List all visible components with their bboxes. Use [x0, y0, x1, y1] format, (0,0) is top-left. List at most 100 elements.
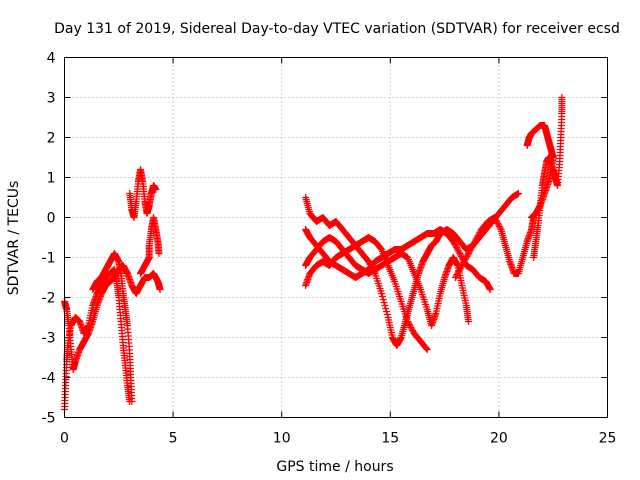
- series-t9: [302, 234, 472, 329]
- data-point-marker: [405, 321, 413, 328]
- data-point-marker: [473, 233, 481, 241]
- data-point-marker: [459, 260, 467, 268]
- data-point-marker: [383, 311, 391, 318]
- plot-frame: [64, 57, 608, 418]
- data-point-marker: [365, 258, 373, 265]
- data-point-marker: [155, 250, 163, 257]
- data-point-marker: [514, 190, 522, 197]
- data-point-marker: [464, 251, 472, 259]
- data-point-marker: [377, 245, 385, 252]
- data-point-marker: [464, 250, 472, 257]
- data-point-marker: [452, 272, 460, 280]
- y-tick-label: 1: [47, 171, 56, 187]
- data-point-marker: [492, 217, 500, 224]
- x-tick-label: 25: [599, 431, 617, 447]
- data-point-marker: [494, 220, 502, 227]
- y-tick-label: -1: [42, 251, 56, 267]
- data-point-marker: [473, 235, 481, 242]
- data-point-marker: [407, 324, 415, 331]
- data-point-marker: [467, 245, 475, 253]
- data-point-marker: [382, 308, 390, 315]
- data-point-marker: [491, 215, 499, 223]
- data-point-marker: [468, 244, 476, 251]
- data-point-marker: [558, 94, 566, 101]
- data-point-marker: [378, 290, 386, 297]
- x-tick-label: 10: [273, 431, 291, 447]
- y-tick-label: 3: [47, 91, 56, 107]
- series-t12: [523, 122, 557, 221]
- y-tick-label: -4: [42, 371, 56, 387]
- data-point-marker: [404, 319, 412, 327]
- data-point-marker: [456, 265, 464, 272]
- data-point-marker: [457, 263, 465, 271]
- y-tick-label: 4: [47, 51, 56, 67]
- data-point-marker: [451, 274, 459, 281]
- data-point-marker: [452, 242, 460, 250]
- data-point-marker: [493, 218, 501, 226]
- data-point-marker: [456, 266, 464, 274]
- data-point-marker: [456, 250, 464, 257]
- x-tick-label: 0: [60, 431, 69, 447]
- data-point-marker: [409, 327, 417, 334]
- data-point-marker: [455, 248, 463, 256]
- x-tick-label: 5: [169, 431, 178, 447]
- data-point-marker: [460, 257, 468, 265]
- data-point-marker: [378, 293, 386, 300]
- data-point-marker: [464, 318, 472, 325]
- data-point-marker: [458, 262, 466, 269]
- data-point-marker: [449, 238, 457, 245]
- data-point-marker: [461, 256, 469, 263]
- data-point-marker: [128, 398, 136, 405]
- data-point-marker: [460, 259, 468, 266]
- data-point-marker: [527, 214, 535, 221]
- data-point-marker: [152, 186, 160, 193]
- data-point-marker: [471, 238, 479, 245]
- data-point-marker: [404, 318, 412, 325]
- series-t3: [89, 250, 136, 405]
- data-point-marker: [463, 253, 471, 260]
- data-point-marker: [422, 345, 430, 352]
- data-point-marker: [408, 325, 416, 333]
- grid: [64, 57, 608, 418]
- data-point-marker: [470, 239, 478, 247]
- series-t7: [302, 226, 494, 293]
- y-axis-label: SDTVAR / TECUs: [6, 181, 22, 296]
- series-t8: [302, 234, 431, 353]
- data-point-marker: [423, 346, 431, 353]
- x-tick-label: 20: [490, 431, 508, 447]
- y-tick-label: -3: [42, 331, 56, 347]
- data-point-marker: [454, 269, 462, 277]
- data-point-marker: [379, 296, 387, 303]
- data-point-marker: [474, 232, 482, 239]
- data-point-marker: [465, 248, 473, 256]
- data-point-marker: [454, 247, 462, 254]
- data-point-marker: [453, 245, 461, 253]
- data-point-marker: [453, 271, 461, 278]
- series-t4: [126, 166, 160, 221]
- data-point-marker: [156, 286, 164, 293]
- data-points: [61, 94, 566, 413]
- data-point-marker: [466, 247, 474, 254]
- series-t5: [137, 214, 163, 277]
- data-point-marker: [457, 251, 465, 259]
- data-point-marker: [495, 221, 503, 229]
- y-tick-label: 0: [47, 211, 56, 227]
- data-point-marker: [469, 242, 477, 250]
- data-point-marker: [462, 254, 470, 262]
- data-point-marker: [453, 244, 461, 251]
- data-point-marker: [495, 223, 503, 230]
- x-axis-label: GPS time / hours: [276, 459, 393, 475]
- data-point-marker: [381, 302, 389, 309]
- data-point-marker: [476, 229, 484, 236]
- data-point-marker: [491, 214, 499, 221]
- data-point-marker: [472, 236, 480, 244]
- chart-title: Day 131 of 2019, Sidereal Day-to-day VTE…: [54, 21, 620, 37]
- data-point-marker: [382, 305, 390, 312]
- data-point-marker: [469, 241, 477, 248]
- data-point-marker: [486, 286, 494, 293]
- data-point-marker: [450, 239, 458, 247]
- data-point-marker: [475, 230, 483, 238]
- y-tick-labels: -5 -4 -3 -2 -1 0 1 2 3 4: [42, 51, 56, 427]
- data-point-marker: [496, 224, 504, 232]
